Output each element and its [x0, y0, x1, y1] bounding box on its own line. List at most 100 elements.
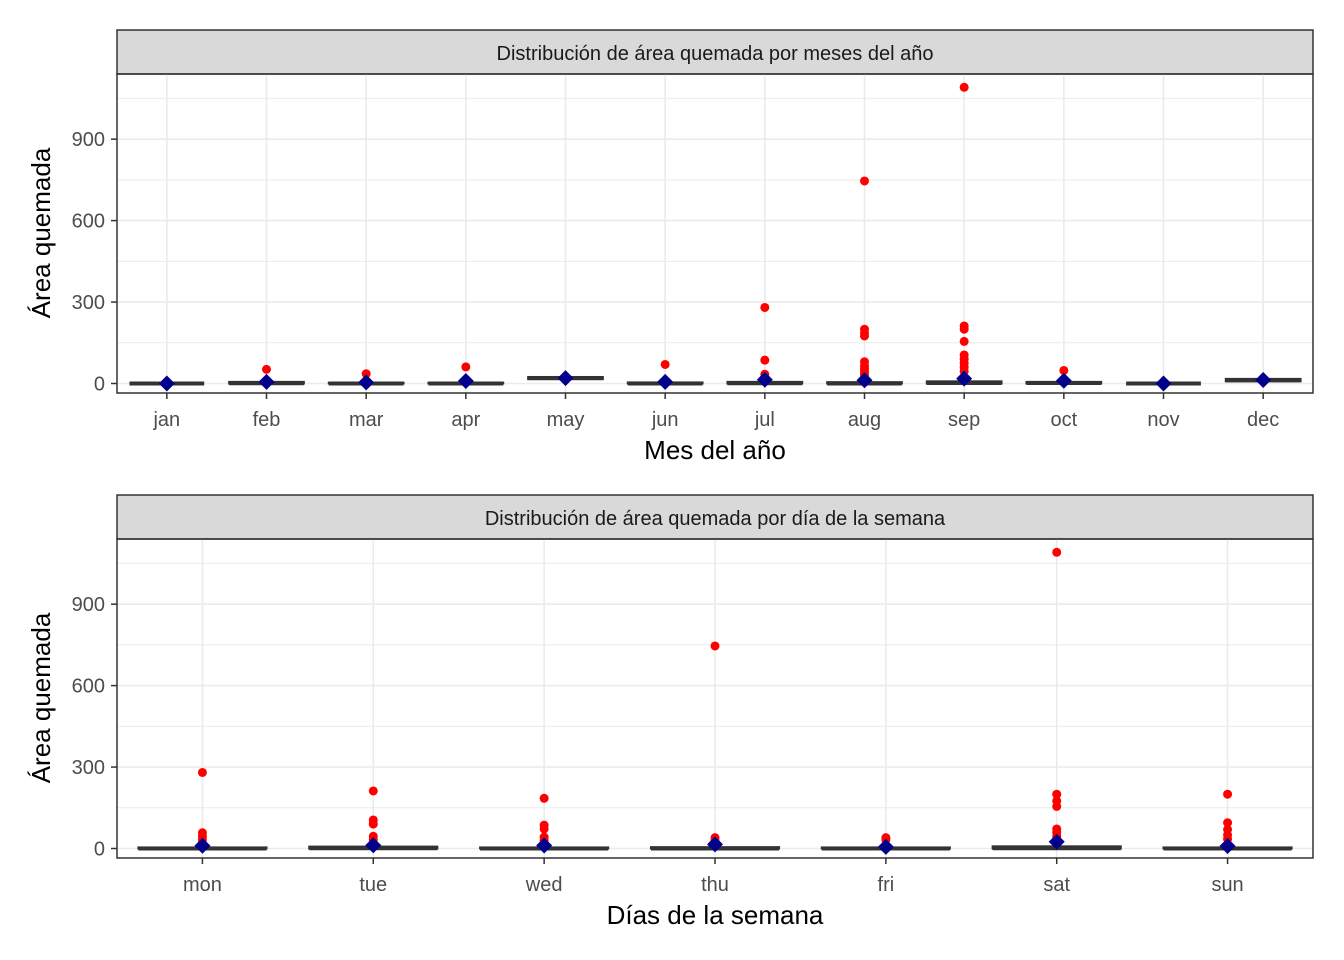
outlier-point: [1052, 547, 1062, 557]
x-tick-label-mon: mon: [183, 874, 222, 896]
outlier-point: [1059, 365, 1069, 375]
x-tick-label-feb: feb: [253, 409, 281, 431]
outlier-point: [368, 786, 378, 796]
y-tick-label: 600: [72, 676, 105, 698]
x-tick-label-sun: sun: [1211, 874, 1243, 896]
outlier-point: [197, 767, 207, 777]
panel-months: Distribución de área quemada por meses d…: [26, 29, 1314, 465]
box-sun: [1162, 789, 1293, 855]
box-mon: [137, 767, 268, 854]
mean-marker-oct: [1055, 372, 1072, 389]
x-axis-weekdays: mon tue wed thu fri sat sun: [183, 858, 1244, 896]
outlier-point: [660, 359, 670, 369]
mean-marker-aug: [856, 372, 873, 389]
outlier-point: [760, 355, 770, 365]
mean-marker-sat: [1048, 833, 1065, 850]
box-jul: [726, 302, 804, 388]
outlier-point: [262, 364, 271, 374]
y-tick-label: 300: [72, 757, 105, 779]
x-tick-label-nov: nov: [1147, 409, 1179, 431]
mean-marker-mon: [194, 837, 211, 854]
box-sat: [991, 547, 1122, 851]
outlier-point: [860, 331, 869, 341]
mean-marker-mar: [358, 374, 375, 391]
box-nov: [1126, 375, 1201, 392]
x-tick-label-apr: apr: [451, 409, 480, 431]
y-tick-label: 300: [72, 292, 105, 314]
y-tick-label: 0: [94, 838, 105, 860]
x-tick-label-sat: sat: [1043, 874, 1070, 896]
mean-marker-dec: [1255, 371, 1272, 388]
y-tick-label: 0: [94, 373, 105, 395]
x-tick-label-jul: jul: [754, 409, 775, 431]
box-aug: [826, 176, 903, 389]
box-mar: [327, 369, 405, 391]
outlier-point: [1052, 789, 1062, 799]
x-tick-label-aug: aug: [848, 409, 881, 431]
outlier-point: [710, 641, 720, 651]
mean-marker-jan: [158, 375, 175, 392]
box-wed: [479, 793, 610, 854]
chart-title-weekdays: Distribución de área quemada por día de …: [485, 508, 946, 530]
panel-weekdays: Distribución de área quemada por día de …: [26, 494, 1314, 930]
box-sep: [925, 82, 1003, 387]
box-jan: [129, 375, 205, 392]
mean-marker-may: [557, 370, 574, 387]
box-tue: [308, 786, 439, 854]
y-tick-label: 600: [72, 211, 105, 233]
y-tick-label: 900: [72, 594, 105, 616]
y-axis-weekdays: 0 300 600 900: [72, 594, 117, 860]
outlier-point: [361, 369, 371, 379]
marks-weekdays: [137, 547, 1293, 855]
mean-marker-nov: [1155, 375, 1172, 392]
box-oct: [1025, 365, 1103, 389]
x-tick-label-oct: oct: [1050, 409, 1077, 431]
outlier-point: [461, 362, 471, 372]
box-feb: [228, 364, 305, 390]
strip-weekdays: [116, 494, 1314, 540]
outlier-point: [959, 82, 969, 92]
x-tick-label-wed: wed: [525, 874, 563, 896]
mean-marker-thu: [707, 836, 723, 853]
outlier-point: [860, 176, 869, 186]
x-tick-label-may: may: [547, 409, 585, 431]
y-axis-title-weekdays: Área quemada: [26, 612, 56, 783]
outlier-point: [1052, 801, 1062, 811]
gridlines-months: [117, 74, 1313, 393]
mean-marker-fri: [877, 838, 894, 855]
mean-marker-sep: [956, 370, 973, 387]
chart-title-months: Distribución de área quemada por meses d…: [497, 43, 934, 65]
x-tick-label-dec: dec: [1247, 409, 1279, 431]
mean-marker-jul: [756, 371, 773, 388]
strip-months: [116, 29, 1314, 75]
box-thu: [649, 641, 781, 853]
x-tick-label-jan: jan: [152, 409, 180, 431]
x-tick-label-mar: mar: [349, 409, 384, 431]
x-axis-title-weekdays: Días de la semana: [607, 900, 824, 930]
x-tick-label-jun: jun: [651, 409, 679, 431]
box-jun: [626, 359, 704, 390]
box-may: [527, 370, 604, 387]
outlier-point: [539, 824, 549, 834]
mean-marker-wed: [536, 837, 553, 854]
marks-months: [129, 82, 1302, 392]
x-tick-label-thu: thu: [701, 874, 729, 896]
x-axis-title-months: Mes del año: [644, 435, 786, 465]
outlier-point: [760, 302, 770, 312]
outlier-point: [1223, 789, 1233, 799]
mean-marker-apr: [457, 373, 474, 390]
mean-marker-sun: [1219, 838, 1236, 855]
y-axis-months: 0 300 600 900: [72, 129, 117, 395]
mean-marker-tue: [365, 837, 382, 854]
box-apr: [427, 362, 505, 390]
outlier-point: [959, 336, 969, 346]
x-tick-label-sep: sep: [948, 409, 980, 431]
x-axis-months: jan feb mar apr may jun jul aug sep oct nov dec: [152, 393, 1279, 431]
outlier-point: [1223, 818, 1233, 828]
y-tick-label: 900: [72, 129, 105, 151]
mean-marker-jun: [657, 373, 674, 390]
box-dec: [1224, 371, 1302, 388]
outlier-point: [368, 819, 378, 829]
gridlines-weekdays: [117, 539, 1313, 858]
